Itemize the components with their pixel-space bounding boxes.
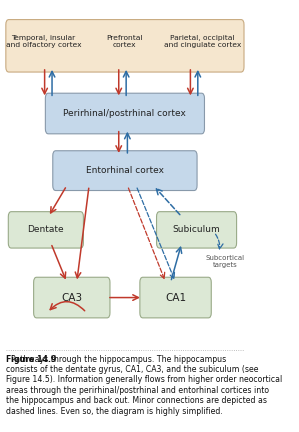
Text: CA1: CA1 (165, 292, 186, 302)
FancyBboxPatch shape (6, 19, 244, 72)
FancyBboxPatch shape (140, 277, 211, 318)
FancyBboxPatch shape (8, 212, 83, 248)
FancyBboxPatch shape (53, 151, 197, 191)
Text: CA3: CA3 (61, 292, 82, 302)
Text: Parietal, occipital
and cingulate cortex: Parietal, occipital and cingulate cortex (164, 35, 241, 48)
Text: Subiculum: Subiculum (173, 226, 220, 235)
Text: Entorhinal cortex: Entorhinal cortex (86, 166, 164, 175)
FancyBboxPatch shape (157, 212, 237, 248)
Text: Dentate: Dentate (28, 226, 64, 235)
FancyBboxPatch shape (33, 277, 110, 318)
Text: Pathways through the hippocampus. The hippocampus
consists of the dentate gyrus,: Pathways through the hippocampus. The hi… (6, 355, 283, 416)
Text: Temporal, insular
and olfactory cortex: Temporal, insular and olfactory cortex (6, 35, 81, 48)
Text: Subcortical
targets: Subcortical targets (205, 255, 245, 268)
Text: Prefrontal
cortex: Prefrontal cortex (107, 35, 143, 48)
Text: Figure 14.9: Figure 14.9 (6, 355, 57, 364)
FancyBboxPatch shape (45, 93, 205, 134)
Text: Perirhinal/postrhinal cortex: Perirhinal/postrhinal cortex (63, 109, 186, 118)
